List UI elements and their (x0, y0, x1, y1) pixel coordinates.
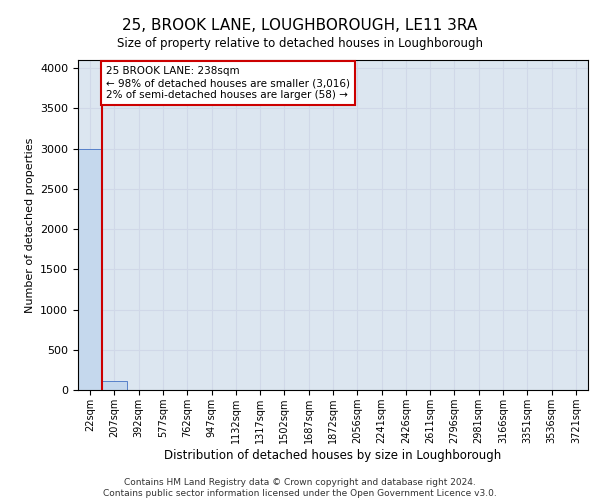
Y-axis label: Number of detached properties: Number of detached properties (25, 138, 35, 312)
Text: 25, BROOK LANE, LOUGHBOROUGH, LE11 3RA: 25, BROOK LANE, LOUGHBOROUGH, LE11 3RA (122, 18, 478, 32)
Text: Contains HM Land Registry data © Crown copyright and database right 2024.
Contai: Contains HM Land Registry data © Crown c… (103, 478, 497, 498)
X-axis label: Distribution of detached houses by size in Loughborough: Distribution of detached houses by size … (164, 448, 502, 462)
Text: Size of property relative to detached houses in Loughborough: Size of property relative to detached ho… (117, 38, 483, 51)
Bar (78, 148, 102, 390)
Text: 25 BROOK LANE: 238sqm
← 98% of detached houses are smaller (3,016)
2% of semi-de: 25 BROOK LANE: 238sqm ← 98% of detached … (106, 66, 350, 100)
Bar (102, 381, 127, 390)
